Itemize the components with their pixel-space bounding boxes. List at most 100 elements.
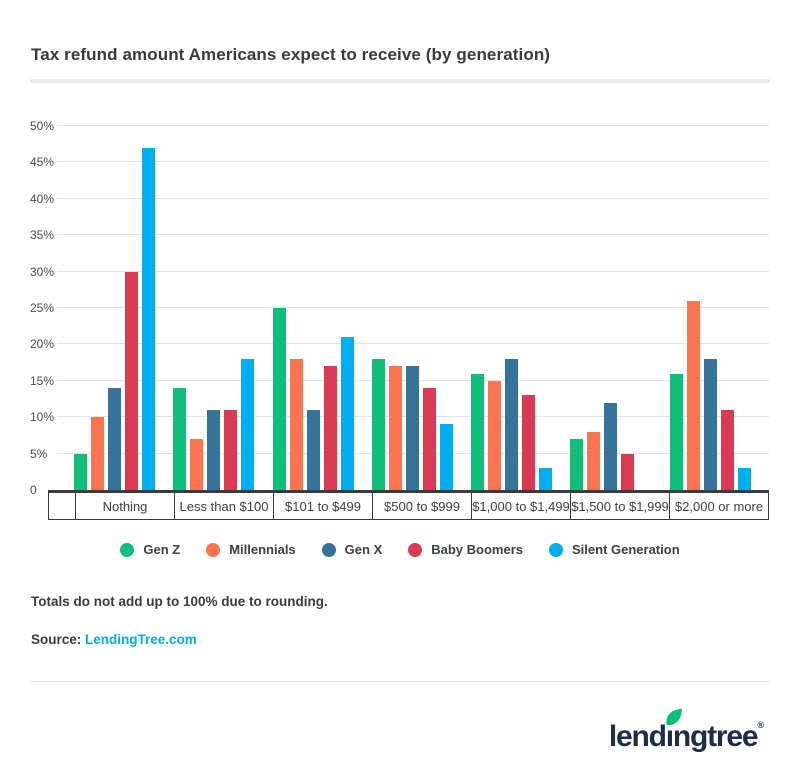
bar-group	[173, 126, 272, 490]
bar-group	[471, 126, 570, 490]
bar	[439, 424, 453, 490]
y-tick-label: 0	[30, 483, 37, 497]
bar	[91, 417, 104, 490]
y-tick-label: 25%	[30, 301, 55, 315]
y-tick-label: 20%	[30, 337, 55, 352]
bar-group	[272, 126, 372, 490]
bar	[737, 468, 751, 490]
lendingtree-logo: lend ıngtree®	[0, 708, 800, 754]
bar-group	[371, 126, 471, 490]
bar-group	[669, 126, 769, 490]
bar	[371, 358, 385, 490]
legend-dot-icon	[206, 542, 221, 557]
x-axis-label: $500 to $999	[373, 493, 472, 519]
bar	[289, 358, 303, 490]
leaf-icon	[666, 708, 682, 726]
bar	[686, 300, 700, 490]
bar	[621, 453, 635, 490]
legend-label: Baby Boomers	[431, 542, 523, 557]
x-axis-stub	[48, 493, 76, 519]
bar	[173, 388, 187, 490]
legend-label: Gen Z	[143, 542, 181, 557]
y-tick-label: 40%	[30, 191, 55, 206]
bar	[125, 271, 138, 490]
bar-group	[570, 126, 669, 490]
bar	[388, 366, 402, 490]
y-tick-label: 5%	[30, 446, 48, 461]
bar	[207, 409, 221, 490]
y-tick-label: 35%	[30, 228, 55, 243]
legend-label: Silent Generation	[572, 542, 680, 557]
bar	[587, 431, 601, 490]
bar	[142, 147, 155, 490]
logo-text-part2: ngtree	[672, 720, 759, 753]
bar	[340, 337, 354, 490]
gridline	[57, 307, 769, 308]
source-link[interactable]: LendingTree.com	[85, 632, 197, 647]
legend-item: Gen Z	[120, 542, 180, 557]
bar	[471, 373, 485, 490]
gridline	[57, 234, 769, 236]
y-tick-label: 10%	[30, 410, 55, 425]
legend-dot-icon	[408, 542, 423, 557]
bar	[74, 453, 87, 490]
footer-divider	[31, 681, 769, 682]
x-axis-label: $1,500 to $1,999	[571, 493, 670, 519]
bar	[570, 439, 584, 490]
registered-mark: ®	[757, 720, 764, 730]
bar	[422, 388, 436, 490]
logo-text-part1: lend	[608, 720, 667, 753]
bar	[405, 366, 419, 490]
x-axis-label: Nothing	[76, 493, 175, 519]
x-axis-label: $1,000 to $1,499	[472, 493, 571, 519]
legend-label: Gen X	[344, 542, 383, 557]
bar	[703, 358, 717, 490]
chart-legend: Gen Z Millennials Gen X Baby Boomers Silent …	[0, 542, 800, 557]
x-axis: Nothing Less than $100 $101 to $499 $500 to…	[48, 493, 769, 520]
logo-letter-i: ı	[666, 708, 682, 754]
bar	[488, 380, 502, 490]
legend-dot-icon	[321, 542, 336, 557]
grouped-bar-chart: 0 5% 10% 15% 20% 25% 30% 35% 40% 45% 50%	[30, 120, 769, 496]
bar	[190, 439, 204, 490]
source-line: Source: LendingTree.com	[31, 632, 769, 647]
bar-group	[74, 126, 173, 490]
bar	[241, 358, 255, 490]
gridline	[57, 343, 769, 345]
legend-label: Millennials	[229, 542, 296, 557]
x-axis-label: Less than $100	[175, 493, 274, 519]
title-divider	[30, 79, 770, 83]
bar	[108, 388, 121, 490]
page-title: Tax refund amount Americans expect to re…	[31, 45, 551, 64]
rounding-note: Totals do not add up to 100% due to roun…	[31, 594, 328, 609]
bar	[505, 358, 519, 490]
bar	[224, 409, 238, 490]
bar	[604, 402, 618, 490]
gridline	[57, 161, 769, 163]
legend-item: Gen X	[321, 542, 383, 557]
legend-item: Millennials	[206, 542, 296, 557]
gridline	[57, 125, 769, 126]
x-axis-label: $101 to $499	[274, 493, 373, 519]
source-label: Source:	[31, 632, 82, 647]
bar	[522, 395, 536, 490]
y-tick-label: 45%	[30, 155, 55, 170]
bar	[669, 373, 683, 490]
bar	[720, 409, 734, 490]
bar	[306, 409, 320, 490]
legend-dot-icon	[120, 542, 135, 557]
legend-item: Silent Generation	[549, 542, 680, 557]
bar-groups	[74, 126, 769, 490]
gridline	[57, 270, 769, 272]
y-tick-label: 15%	[30, 373, 55, 388]
bar	[323, 366, 337, 490]
legend-dot-icon	[549, 542, 563, 557]
x-axis-line	[48, 490, 769, 493]
y-tick-label: 50%	[30, 119, 55, 133]
bar	[539, 468, 553, 490]
x-axis-label: $2,000 or more	[670, 493, 769, 519]
legend-item: Baby Boomers	[408, 542, 523, 557]
gridline	[57, 197, 769, 199]
bar	[272, 308, 286, 490]
